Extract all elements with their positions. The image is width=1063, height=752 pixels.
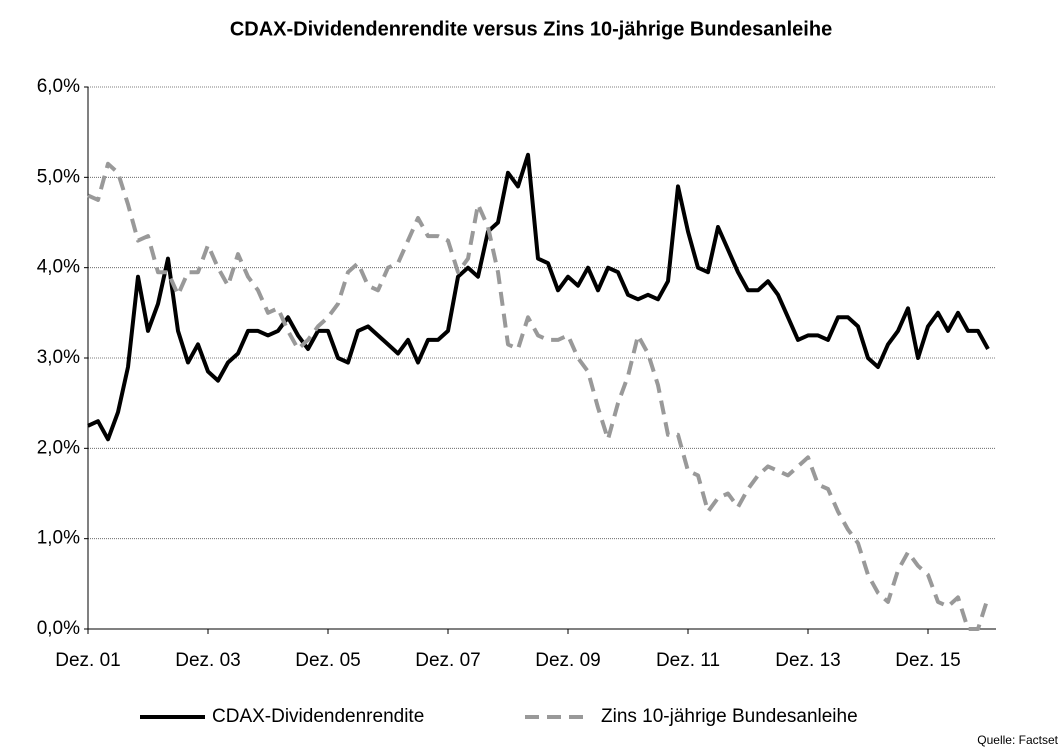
x-tick-label: Dez. 15 xyxy=(895,650,960,671)
y-tick-label: 2,0% xyxy=(37,437,80,458)
x-tick-label: Dez. 07 xyxy=(415,650,480,671)
y-tick-label: 0,0% xyxy=(37,618,80,639)
source-note: Quelle: Factset xyxy=(977,733,1058,747)
chart-title: CDAX-Dividendenrendite versus Zins 10-jä… xyxy=(230,18,832,40)
legend-label: CDAX-Dividendenrendite xyxy=(212,706,424,727)
y-tick-label: 1,0% xyxy=(37,528,80,549)
x-tick-label: Dez. 11 xyxy=(656,650,720,671)
y-tick-label: 6,0% xyxy=(37,76,80,97)
series-line xyxy=(87,152,990,442)
series-line xyxy=(87,161,990,631)
legend-label: Zins 10-jährige Bundesanleihe xyxy=(601,706,858,727)
y-tick-label: 5,0% xyxy=(37,166,80,187)
x-tick-label: Dez. 09 xyxy=(535,650,600,671)
x-tick-label: Dez. 13 xyxy=(775,650,840,671)
x-tick-label: Dez. 01 xyxy=(55,650,120,671)
y-tick-label: 4,0% xyxy=(37,257,80,278)
x-tick-label: Dez. 05 xyxy=(295,650,360,671)
x-tick-label: Dez. 03 xyxy=(175,650,240,671)
y-tick-label: 3,0% xyxy=(37,347,80,368)
